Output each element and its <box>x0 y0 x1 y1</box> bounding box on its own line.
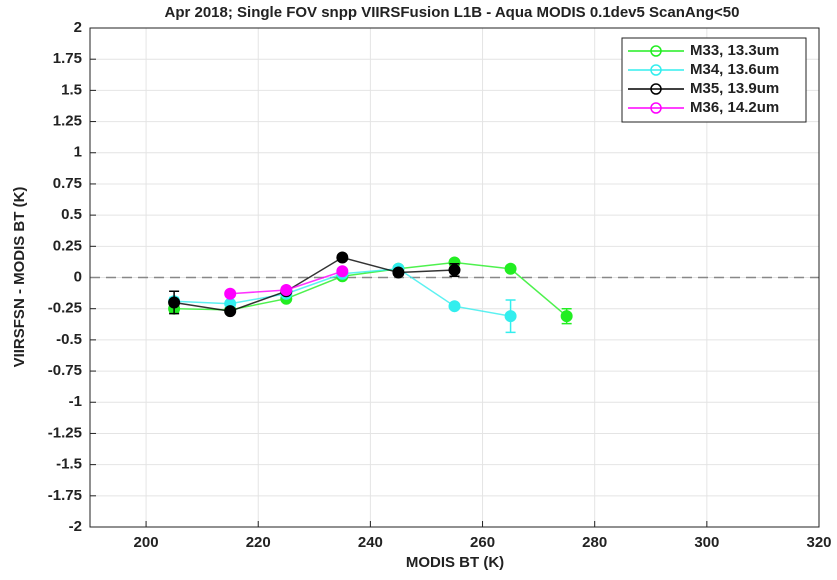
marker <box>336 265 349 278</box>
legend-label: M35, 13.9um <box>690 80 779 97</box>
legend-marker <box>650 102 662 114</box>
legend-label: M34, 13.6um <box>690 61 779 78</box>
marker <box>392 266 405 279</box>
marker <box>336 251 349 264</box>
y-tick-label: 1 <box>74 144 82 161</box>
y-tick-label: -1.5 <box>56 456 82 473</box>
y-tick-label: -0.25 <box>48 300 82 317</box>
y-tick-label: 0.25 <box>53 237 82 254</box>
y-tick-label: -0.75 <box>48 362 82 379</box>
y-tick-label: 0.5 <box>61 206 82 223</box>
marker <box>504 310 517 323</box>
y-tick-label: 1.75 <box>53 50 82 67</box>
y-tick-label: 2 <box>74 19 82 36</box>
legend-marker <box>650 64 662 76</box>
y-axis-label: VIIRSFSN - MODIS BT (K) <box>11 187 28 368</box>
marker <box>560 310 573 323</box>
y-tick-label: -1.25 <box>48 424 82 441</box>
x-tick-label: 260 <box>470 534 495 551</box>
marker <box>224 287 237 300</box>
marker <box>448 264 461 277</box>
legend-label: M33, 13.3um <box>690 42 779 59</box>
y-tick-label: 1.5 <box>61 81 82 98</box>
y-tick-label: -2 <box>69 518 82 535</box>
x-tick-label: 200 <box>134 534 159 551</box>
y-tick-label: -0.5 <box>56 331 82 348</box>
marker <box>504 262 517 275</box>
y-tick-label: -1.75 <box>48 487 82 504</box>
y-tick-label: 0.75 <box>53 175 82 192</box>
x-tick-label: 240 <box>358 534 383 551</box>
legend-label: M36, 14.2um <box>690 99 779 116</box>
legend-marker <box>650 83 662 95</box>
x-tick-label: 300 <box>694 534 719 551</box>
y-tick-label: -1 <box>69 393 82 410</box>
x-tick-label: 220 <box>246 534 271 551</box>
x-tick-label: 280 <box>582 534 607 551</box>
y-tick-label: 1.25 <box>53 113 82 130</box>
x-tick-label: 320 <box>806 534 831 551</box>
plot-frame <box>89 27 820 528</box>
marker <box>280 283 293 296</box>
y-tick-label: 0 <box>74 268 82 285</box>
legend-marker <box>650 45 662 57</box>
x-axis-label: MODIS BT (K) <box>406 554 504 571</box>
marker <box>224 305 237 318</box>
marker <box>448 300 461 313</box>
series-line <box>173 256 455 312</box>
chart-title: Apr 2018; Single FOV snpp VIIRSFusion L1… <box>165 4 740 21</box>
marker <box>168 296 181 309</box>
